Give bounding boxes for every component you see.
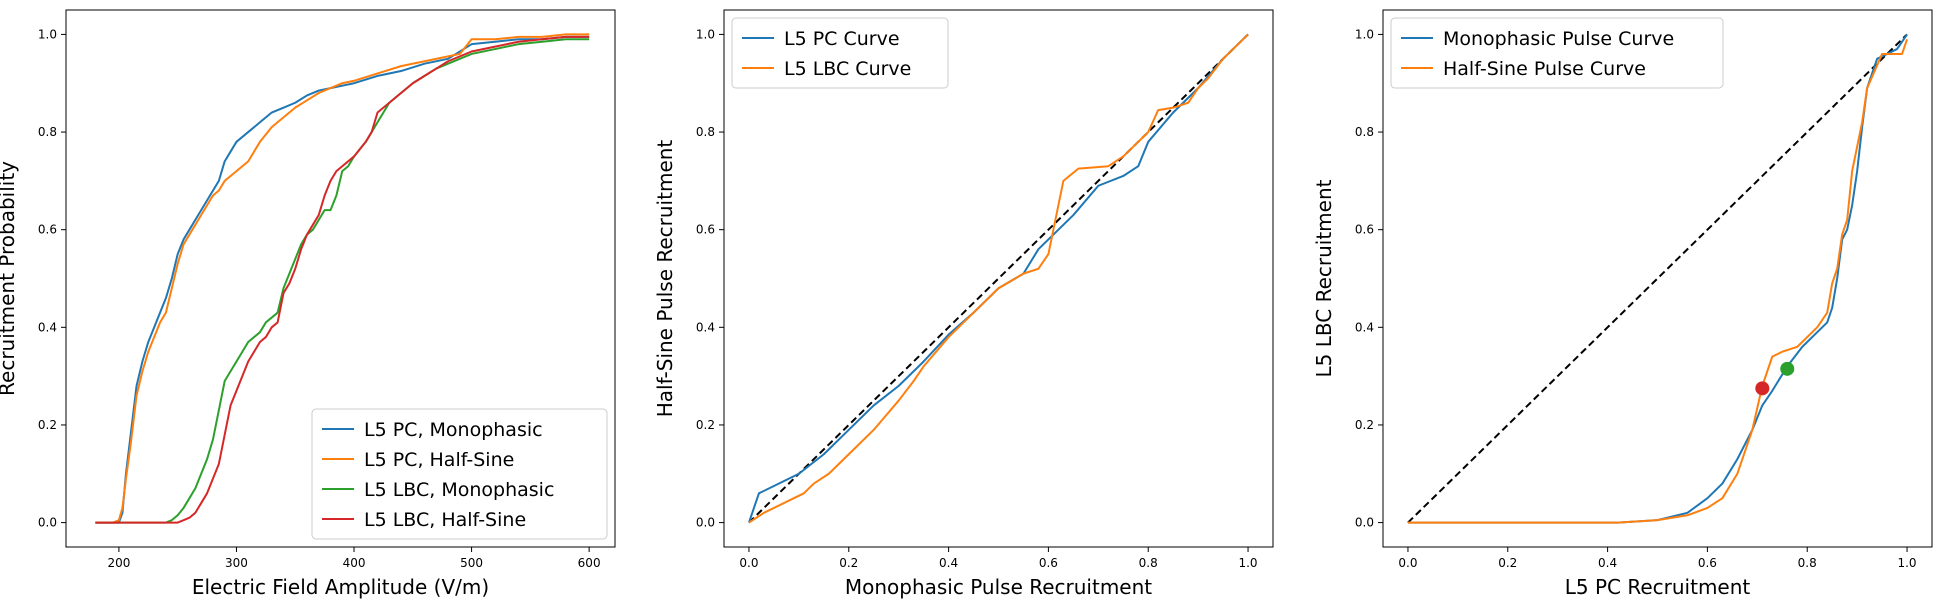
series-line-2 [95, 33, 590, 524]
plot-area [1407, 33, 1908, 524]
y-tick-label: 0.6 [696, 223, 715, 237]
x-tick-label: 300 [225, 556, 248, 570]
x-tick-label: 0.4 [939, 556, 958, 570]
legend: L5 PC, Monophasic L5 PC, Half-Sine L5 LBC,… [311, 408, 608, 540]
y-tick-label: 0.8 [696, 125, 715, 139]
legend-entry: Monophasic Pulse Curve [1443, 28, 1674, 50]
legend-entry: L5 PC, Monophasic [364, 419, 543, 441]
chart-panel-1: 200 300 400 500 600 0.0 0.2 0.4 0.6 0.8 1.0 Electri… [0, 9, 616, 599]
legend-box [731, 17, 949, 89]
y-tick-label: 0.6 [38, 223, 57, 237]
x-tick-label: 500 [460, 556, 483, 570]
highlight-point-2 [1780, 361, 1795, 376]
axes-frame [1382, 9, 1933, 548]
x-tick-label: 0.0 [739, 556, 758, 570]
y-tick-label: 0.0 [38, 516, 57, 530]
y-axis-label: Half-Sine Pulse Recruitment [653, 140, 677, 418]
series-line-1 [95, 35, 590, 524]
x-tick-label: 1.0 [1897, 556, 1916, 570]
x-tick-label: 0.8 [1139, 556, 1158, 570]
y-axis-label: L5 LBC Recruitment [1312, 179, 1336, 377]
y-tick-label: 1.0 [1355, 27, 1374, 41]
x-tick-label: 400 [343, 556, 366, 570]
x-tick-label: 0.2 [839, 556, 858, 570]
legend: L5 PC Curve L5 LBC Curve [731, 17, 949, 89]
legend-box [1390, 17, 1724, 89]
y-tick-label: 0.4 [1355, 320, 1374, 334]
series-line-2 [1407, 38, 1908, 524]
legend: Monophasic Pulse Curve Half-Sine Pulse Cu… [1390, 17, 1724, 89]
y-tick-label: 0.6 [1355, 223, 1374, 237]
x-tick-label: 0.6 [1698, 556, 1717, 570]
y-tick-label: 0.4 [696, 320, 715, 334]
legend-entry: L5 PC Curve [784, 28, 900, 50]
legend-entry: L5 LBC, Half-Sine [364, 509, 526, 531]
x-tick-label: 0.8 [1798, 556, 1817, 570]
x-tick-label: 0.6 [1039, 556, 1058, 570]
x-axis-label: Monophasic Pulse Recruitment [845, 575, 1152, 599]
axes-frame [65, 9, 616, 548]
highlight-point-1 [1755, 381, 1770, 396]
x-tick-label: 1.0 [1238, 556, 1257, 570]
x-tick-label: 0.0 [1398, 556, 1417, 570]
series-line-2 [748, 33, 1249, 524]
x-tick-label: 200 [107, 556, 130, 570]
y-tick-label: 0.8 [38, 125, 57, 139]
series-line-4 [95, 35, 590, 524]
plot-area [748, 33, 1249, 524]
y-tick-label: 0.4 [38, 320, 57, 334]
y-tick-label: 1.0 [696, 27, 715, 41]
x-axis-label: Electric Field Amplitude (V/m) [192, 575, 489, 599]
x-tick-label: 600 [578, 556, 601, 570]
legend-box [311, 408, 608, 540]
legend-entry: L5 LBC, Monophasic [364, 479, 554, 501]
x-tick-label: 0.2 [1498, 556, 1517, 570]
legend-entry: Half-Sine Pulse Curve [1443, 58, 1646, 80]
y-tick-label: 0.2 [1355, 418, 1374, 432]
y-tick-label: 0.0 [1355, 516, 1374, 530]
y-tick-label: 1.0 [38, 27, 57, 41]
y-axis-label: Recruitment Probability [0, 161, 19, 396]
axes-frame [723, 9, 1274, 548]
legend-entry: L5 LBC Curve [784, 58, 911, 80]
legend-entry: L5 PC, Half-Sine [364, 449, 514, 471]
y-tick-label: 0.2 [38, 418, 57, 432]
identity-diagonal-line [1407, 33, 1908, 524]
x-tick-label: 0.4 [1598, 556, 1617, 570]
plot-area [95, 33, 590, 524]
y-tick-label: 0.0 [696, 516, 715, 530]
chart-panel-2: 0.0 0.2 0.4 0.6 0.8 1.0 0.0 0.2 0.4 0.6 0.8 1.0 Mono… [653, 9, 1274, 599]
x-axis-label: L5 PC Recruitment [1565, 575, 1751, 599]
y-tick-label: 0.8 [1355, 125, 1374, 139]
identity-diagonal-line [748, 33, 1249, 524]
chart-panel-3: 0.0 0.2 0.4 0.6 0.8 1.0 0.0 0.2 0.4 0.6 0.8 1.0 L5 P… [1312, 9, 1933, 599]
y-tick-label: 0.2 [696, 418, 715, 432]
